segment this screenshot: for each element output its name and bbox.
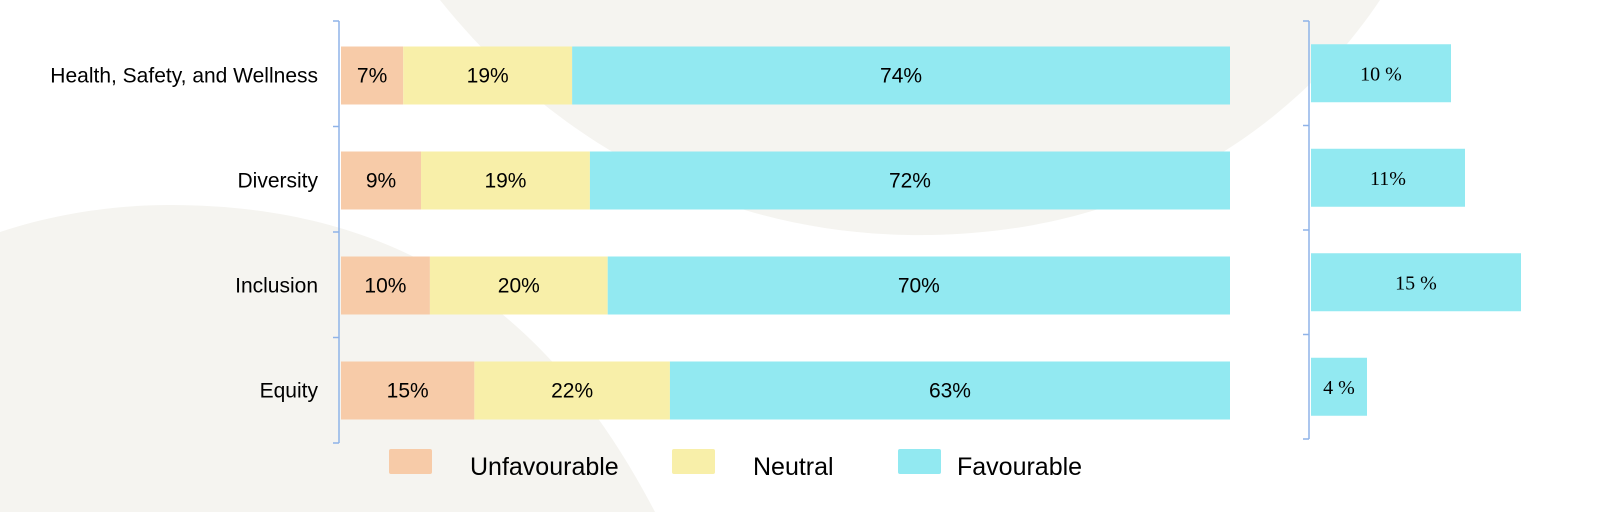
bar-neutral-equity: [474, 361, 670, 420]
data-label-neutral-equity: 22%: [551, 380, 593, 403]
side-data-label-inclusion: 15 %: [1395, 272, 1437, 294]
data-label-unfavourable-diversity: 9%: [366, 170, 396, 193]
bar-favourable-equity: [669, 361, 1230, 420]
side-bar-health-safety-and-wellness: [1311, 44, 1451, 103]
side-bar-inclusion: [1311, 253, 1521, 312]
category-label-equity: Equity: [260, 380, 319, 403]
background-arc-bottom: [0, 450, 320, 512]
legend-swatch-unfavourable: [389, 449, 432, 474]
side-data-label-diversity: 11%: [1370, 168, 1406, 190]
bar-unfavourable-inclusion: [341, 256, 430, 315]
legend-swatch-neutral: [672, 449, 715, 474]
bar-favourable-health-safety-and-wellness: [572, 46, 1230, 105]
data-label-neutral-health-safety-and-wellness: 19%: [467, 65, 509, 88]
bar-unfavourable-diversity: [341, 151, 422, 210]
side-data-label-equity: 4 %: [1323, 377, 1355, 399]
bar-favourable-diversity: [589, 151, 1230, 210]
main-stacked-bar-chart: Health, Safety, and Wellness 7% 19% 74% Dive…: [50, 20, 1230, 444]
data-label-unfavourable-equity: 15%: [387, 380, 429, 403]
side-data-label-health-safety-and-wellness: 10 %: [1360, 63, 1402, 85]
data-label-favourable-inclusion: 70%: [898, 275, 940, 298]
category-label-diversity: Diversity: [237, 170, 318, 193]
data-label-favourable-health-safety-and-wellness: 74%: [880, 65, 922, 88]
data-label-favourable-equity: 63%: [929, 380, 971, 403]
data-label-unfavourable-inclusion: 10%: [364, 275, 406, 298]
category-label-inclusion: Inclusion: [235, 275, 318, 298]
data-label-neutral-inclusion: 20%: [498, 275, 540, 298]
bar-unfavourable-equity: [341, 361, 475, 420]
side-bar-chart: 10 % 11% 15 % 4 %: [1303, 20, 1521, 440]
bar-neutral-diversity: [421, 151, 590, 210]
data-label-unfavourable-health-safety-and-wellness: 7%: [357, 65, 387, 88]
legend-label-favourable: Favourable: [957, 453, 1082, 481]
bar-neutral-inclusion: [429, 256, 608, 315]
legend: Unfavourable Neutral Favourable: [389, 449, 1082, 481]
bar-unfavourable-health-safety-and-wellness: [341, 46, 404, 105]
legend-swatch-favourable: [898, 449, 941, 474]
legend-label-neutral: Neutral: [753, 453, 834, 481]
side-bar-diversity: [1311, 148, 1465, 207]
data-label-favourable-diversity: 72%: [889, 170, 931, 193]
legend-label-unfavourable: Unfavourable: [470, 453, 619, 481]
bar-favourable-inclusion: [607, 256, 1230, 315]
side-bar-equity: [1311, 357, 1367, 416]
bar-neutral-health-safety-and-wellness: [403, 46, 573, 105]
category-label-health-safety-and-wellness: Health, Safety, and Wellness: [50, 65, 318, 88]
background-arc-left: [0, 205, 655, 512]
data-label-neutral-diversity: 19%: [484, 170, 526, 193]
